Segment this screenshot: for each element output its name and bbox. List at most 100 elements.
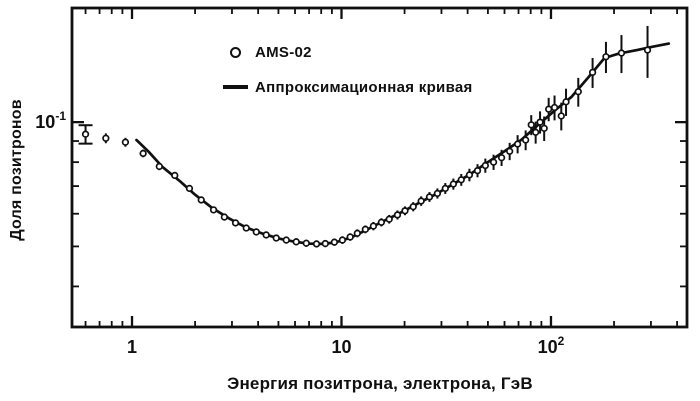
data-marker [346, 233, 354, 241]
data-marker [385, 215, 393, 223]
data-marker [588, 68, 597, 77]
legend: AMS-02 Аппроксимационная кривая [222, 41, 473, 111]
data-marker [401, 207, 409, 215]
data-marker [617, 49, 626, 57]
data-marker [242, 224, 250, 232]
data-marker [481, 161, 489, 170]
data-marker [393, 211, 402, 219]
data-point [489, 154, 498, 170]
data-point [643, 25, 652, 78]
data-point [121, 137, 130, 147]
data-point [102, 133, 110, 144]
data-point [449, 178, 458, 190]
data-point [346, 233, 354, 241]
data-point [139, 149, 147, 158]
data-marker [321, 239, 329, 248]
data-point [532, 121, 540, 144]
data-point [231, 219, 240, 227]
data-marker [506, 147, 514, 155]
data-marker [417, 197, 425, 205]
data-point [242, 224, 250, 232]
data-point [155, 162, 163, 171]
data-point [588, 58, 597, 88]
data-point [425, 192, 434, 202]
legend-label-fit: Аппроксимационная кривая [255, 78, 473, 96]
data-marker [465, 171, 474, 179]
x-tick-label: 102 [538, 334, 565, 357]
data-marker [545, 105, 553, 113]
data-point [536, 111, 544, 134]
data-marker [457, 176, 465, 184]
data-marker [312, 240, 321, 248]
data-point [441, 183, 449, 194]
data-marker [302, 239, 310, 247]
data-series-ams02 [78, 25, 652, 248]
data-point [393, 210, 402, 220]
data-marker [540, 124, 548, 132]
x-tick-label: 1 [127, 337, 137, 357]
data-point [361, 225, 370, 234]
data-point [338, 236, 347, 244]
data-marker [550, 103, 559, 112]
line-marker-icon [223, 85, 248, 89]
data-point [417, 196, 425, 206]
data-point [557, 102, 565, 131]
data-point [330, 238, 339, 246]
data-marker [220, 213, 229, 221]
data-point [617, 35, 626, 74]
data-point [527, 115, 535, 136]
x-tick-label: 10 [331, 337, 351, 357]
data-marker [81, 130, 90, 138]
data-marker [292, 238, 300, 246]
data-point [481, 158, 489, 173]
data-point [513, 135, 522, 154]
data-point [78, 124, 93, 145]
data-marker [330, 238, 339, 246]
legend-label-data: AMS-02 [255, 43, 312, 61]
data-marker [272, 234, 280, 242]
data-point [353, 229, 361, 238]
data-marker [602, 53, 610, 61]
data-point [409, 202, 417, 212]
data-marker [527, 121, 535, 129]
data-marker [155, 162, 163, 171]
data-point [171, 171, 179, 180]
data-point [302, 239, 310, 247]
y-tick-label: 10-1 [35, 109, 66, 132]
plot-frame [70, 6, 689, 329]
data-point [185, 184, 194, 193]
data-point [473, 164, 482, 178]
data-point [197, 196, 205, 204]
open-circle-marker-icon [230, 46, 241, 58]
data-point [282, 236, 290, 244]
data-marker [425, 193, 434, 201]
data-marker [409, 203, 417, 211]
data-point [562, 88, 570, 116]
data-marker [353, 229, 361, 237]
data-marker [377, 218, 386, 226]
data-marker [643, 46, 652, 54]
data-point [506, 142, 514, 161]
data-marker [532, 128, 540, 136]
data-marker [441, 184, 449, 193]
data-marker [489, 158, 498, 166]
x-axis-title: Энергия позитрона, электрона, ГэВ [227, 374, 533, 393]
data-point [574, 77, 582, 107]
data-point [602, 41, 610, 74]
data-marker [449, 180, 458, 188]
data-marker [231, 219, 240, 227]
legend-item-fit: Аппроксимационная кривая [222, 76, 473, 98]
data-marker [139, 149, 147, 158]
legend-item-data: AMS-02 [222, 41, 473, 63]
data-marker [282, 236, 290, 244]
data-point [465, 168, 474, 182]
data-marker [562, 98, 570, 106]
data-point [433, 188, 442, 199]
data-marker [433, 189, 442, 198]
data-point [321, 239, 329, 248]
data-marker [361, 225, 370, 233]
data-point [457, 173, 465, 186]
data-point [550, 95, 559, 121]
